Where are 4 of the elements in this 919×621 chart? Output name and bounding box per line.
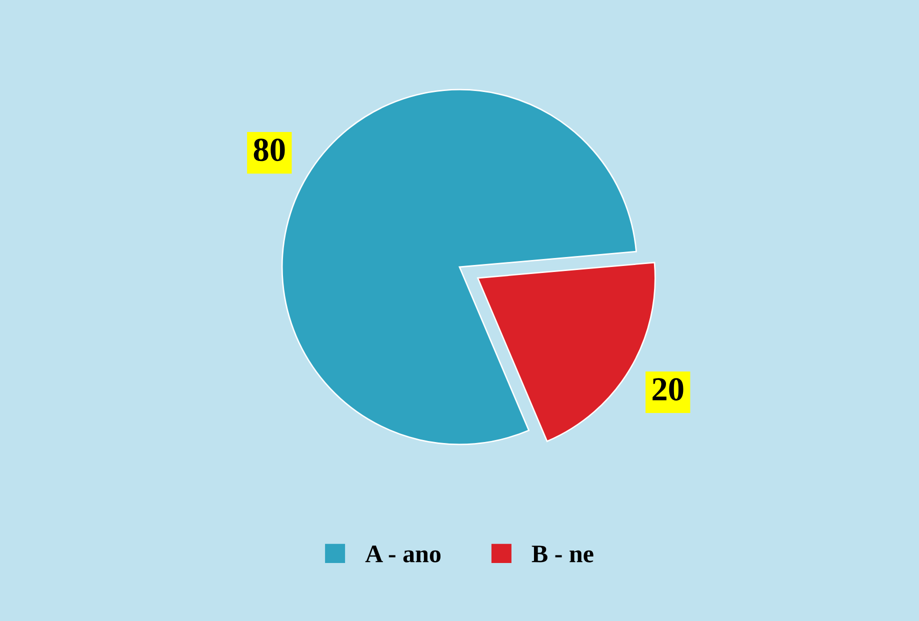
- legend-label: A - ano: [365, 546, 440, 562]
- data-label: 20: [652, 378, 684, 401]
- data-label: 80: [254, 138, 285, 162]
- legend-label: B - ne: [532, 546, 594, 562]
